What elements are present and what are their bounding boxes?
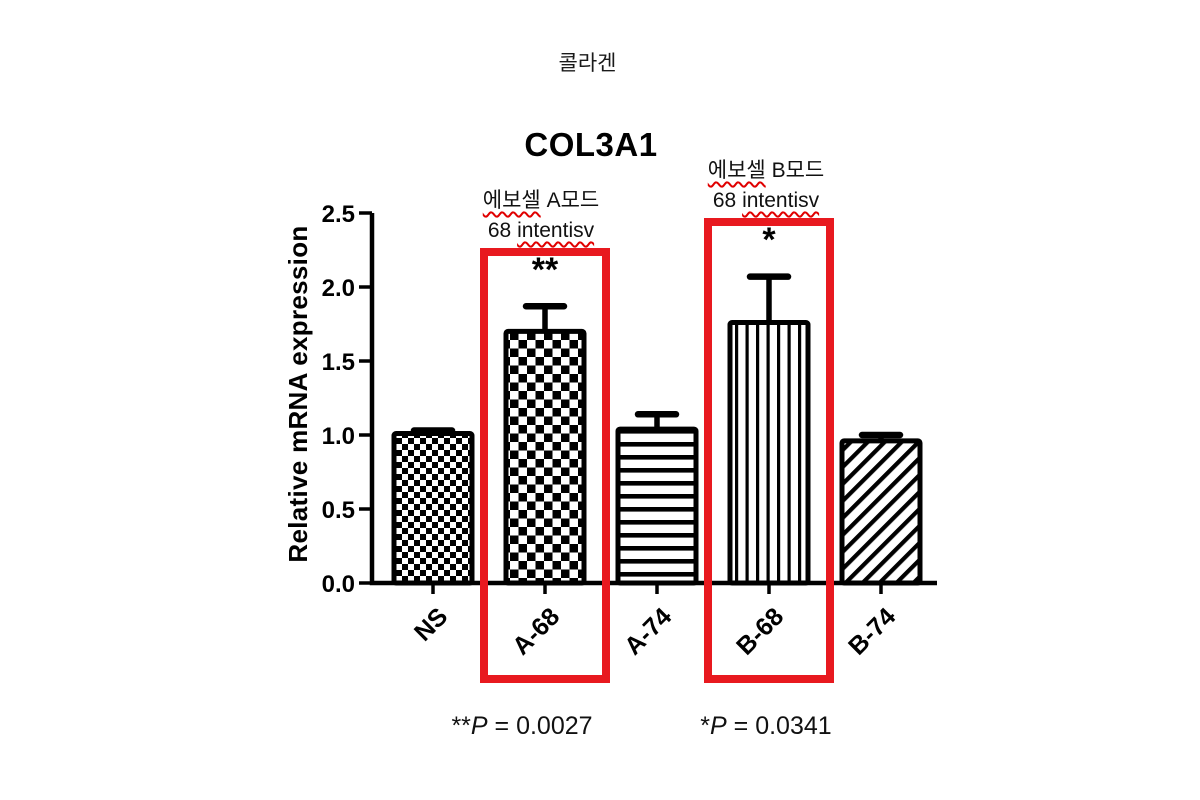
p-value-b68-letter: P <box>710 712 727 740</box>
p-value-a68-stars: ** <box>451 712 471 740</box>
annotation-b68-number: 68 <box>712 189 743 212</box>
annotation-b68-wavy-word2: intentisv <box>742 189 820 212</box>
significance-stars-a-68: ** <box>532 251 559 289</box>
p-value-b68-number: = 0.0341 <box>726 712 832 740</box>
figure-kicker: 콜라겐 <box>558 52 617 75</box>
annotation-b68-line2: 68 intentisv <box>646 186 886 216</box>
annotation-a68-line1: 에보셀 A모드 <box>421 186 661 216</box>
y-tick-label: 0.5 <box>322 497 355 524</box>
annotation-b68-line1: 에보셀 B모드 <box>646 156 886 186</box>
y-tick-label: 2.0 <box>322 275 355 302</box>
category-label-b-74: B-74 <box>843 602 901 660</box>
y-tick-label: 0.0 <box>322 571 355 598</box>
significance-stars-b-68: * <box>762 221 776 259</box>
highlight-box-b-68 <box>704 218 834 683</box>
p-value-a68: **P = 0.0027 <box>392 712 652 741</box>
category-label-a-74: A-74 <box>619 602 677 660</box>
bar-a-74 <box>615 426 699 586</box>
p-value-b68-stars: * <box>700 712 711 740</box>
highlight-box-a-68 <box>480 248 610 683</box>
bar-b-74 <box>839 438 923 586</box>
category-label-a-68: A-68 <box>507 602 565 660</box>
annotation-a68: 에보셀 A모드 68 intentisv <box>421 186 661 246</box>
category-label-b-68: B-68 <box>731 602 789 660</box>
bar-ns <box>391 431 475 586</box>
annotation-a68-rest: A모드 <box>540 189 600 212</box>
y-tick-label: 1.5 <box>322 349 355 376</box>
annotation-a68-wavy-word2: intentisv <box>517 219 595 242</box>
annotation-b68-wavy-word: 에보셀 <box>707 159 766 182</box>
annotation-a68-line2: 68 intentisv <box>421 216 661 246</box>
p-value-b68: *P = 0.0341 <box>636 712 896 741</box>
annotation-a68-number: 68 <box>487 219 518 242</box>
category-label-ns: NS <box>409 602 453 646</box>
bar-b-68 <box>727 320 811 586</box>
annotation-a68-wavy-word: 에보셀 <box>482 189 541 212</box>
annotation-b68: 에보셀 B모드 68 intentisv <box>646 156 886 216</box>
bar-a-68 <box>503 328 587 586</box>
y-tick-label: 1.0 <box>322 423 355 450</box>
y-tick-label: 2.5 <box>322 201 355 228</box>
chart-title: COL3A1 <box>524 126 658 163</box>
p-value-a68-number: = 0.0027 <box>487 712 593 740</box>
p-value-a68-letter: P <box>470 712 488 740</box>
annotation-b68-rest: B모드 <box>765 159 825 182</box>
